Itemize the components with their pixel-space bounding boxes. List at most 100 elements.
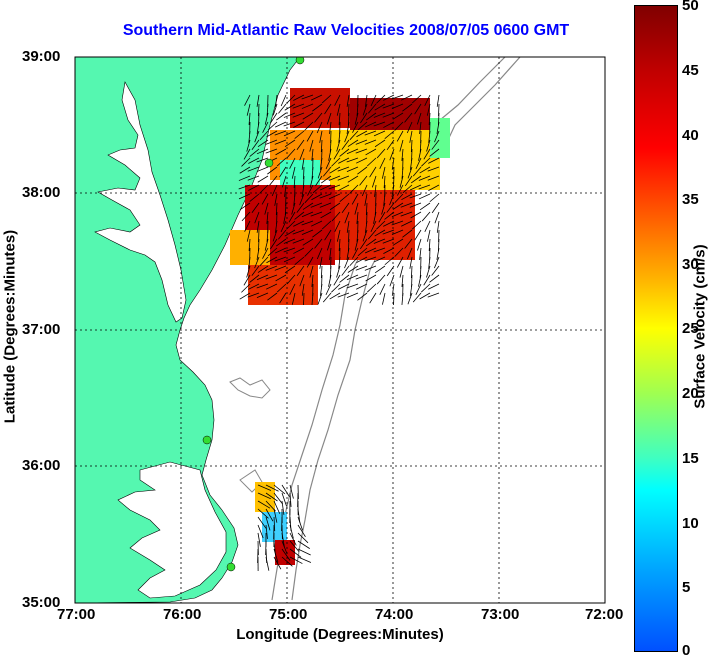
pamlico-sound: [117, 461, 227, 599]
velocity-arrow: [256, 283, 269, 289]
velocity-arrow: [289, 524, 294, 539]
velocity-arrow: [257, 532, 261, 547]
velocity-arrow: [404, 175, 413, 187]
velocity-arrow: [266, 283, 278, 290]
velocity-arrow: [382, 229, 395, 235]
velocity-arrow: [428, 283, 440, 290]
velocity-arrow: [312, 229, 323, 238]
velocity-arrow: [321, 175, 332, 184]
velocity-arrow: [370, 220, 377, 233]
velocity-arrow: [243, 148, 251, 160]
velocity-arrow: [273, 508, 278, 523]
velocity-arrow: [309, 265, 314, 278]
velocity-arrow: [269, 175, 278, 186]
velocity-arrow: [284, 103, 296, 111]
velocity-arrow: [347, 139, 359, 147]
y-tick-label: 39:00: [22, 48, 61, 65]
velocity-arrow: [374, 184, 377, 197]
velocity-arrow: [301, 103, 314, 109]
velocity-arrow: [410, 265, 413, 279]
velocity-arrow: [359, 238, 368, 250]
velocity-arrow: [406, 121, 413, 134]
velocity-arrow: [386, 202, 395, 213]
velocity-arrow: [421, 157, 431, 167]
velocity-arrow: [397, 184, 404, 196]
velocity-arrow: [317, 292, 323, 305]
velocity-arrow: [364, 265, 377, 271]
velocity-arrow: [292, 229, 305, 235]
velocity-arrow: [289, 540, 300, 552]
velocity-arrow: [322, 292, 332, 303]
velocity-arrow: [333, 274, 341, 286]
velocity-arrow: [400, 211, 413, 217]
velocity-arrow: [274, 121, 287, 128]
velocity-arrow: [404, 238, 413, 249]
velocity-arrow: [247, 166, 260, 172]
velocity-arrow: [304, 193, 314, 204]
velocity-arrow: [338, 130, 341, 143]
velocity-arrow: [283, 121, 296, 127]
bathymetry-contour: [229, 377, 271, 399]
velocity-arrow: [428, 130, 431, 143]
velocity-arrow: [394, 193, 404, 204]
velocity-arrow: [337, 175, 350, 181]
velocity-arrow: [316, 121, 323, 134]
velocity-arrow: [317, 166, 323, 179]
velocity-arrow: [378, 211, 386, 223]
velocity-arrow: [419, 202, 431, 211]
velocity-arrow: [270, 238, 278, 250]
x-tick-label: 73:00: [481, 606, 520, 623]
colorbar-tick: 45: [682, 62, 699, 79]
velocity-arrow: [247, 292, 260, 298]
y-tick-label: 37:00: [22, 321, 61, 338]
velocity-arrow: [401, 292, 404, 305]
velocity-arrow: [251, 139, 260, 150]
velocity-arrow: [428, 184, 440, 191]
velocity-arrow: [373, 211, 377, 224]
velocity-arrow: [356, 229, 359, 242]
velocity-arrow: [264, 238, 269, 251]
velocity-arrow: [323, 166, 332, 177]
velocity-arrow: [352, 247, 359, 259]
velocity-arrow: [357, 166, 368, 175]
velocity-arrow: [274, 265, 287, 271]
velocity-arrow: [248, 256, 251, 269]
colorbar-tick: 0: [682, 642, 691, 659]
velocity-arrow: [306, 130, 314, 142]
velocity-arrow: [373, 121, 386, 127]
velocity-arrow: [297, 516, 303, 531]
velocity-arrow: [259, 130, 269, 141]
velocity-arrow: [394, 247, 404, 257]
velocity-arrow: [409, 283, 413, 296]
velocity-arrow: [417, 238, 422, 251]
velocity-arrow: [373, 238, 386, 244]
velocity-arrow: [311, 193, 323, 201]
velocity-arrow: [248, 283, 260, 290]
velocity-arrow: [301, 229, 314, 235]
velocity-arrow: [389, 274, 395, 287]
velocity-arrow: [328, 175, 341, 181]
velocity-arrow: [265, 139, 278, 145]
velocity-arrow: [310, 211, 323, 217]
velocity-arrow: [265, 556, 270, 571]
velocity-arrow: [389, 193, 395, 206]
velocity-arrow: [257, 508, 269, 519]
velocity-arrow: [351, 193, 359, 205]
velocity-arrow: [347, 175, 359, 183]
velocity-arrow: [418, 175, 431, 181]
velocity-arrow: [293, 247, 305, 254]
velocity-arrow: [365, 274, 377, 282]
velocity-arrow: [436, 247, 440, 260]
velocity-arrow: [411, 94, 422, 104]
velocity-arrow: [256, 247, 260, 260]
velocity-arrow: [266, 256, 278, 264]
velocity-arrow: [248, 184, 260, 191]
velocity-arrow: [256, 166, 269, 172]
velocity-arrow: [281, 540, 288, 555]
velocity-arrow: [266, 103, 269, 116]
velocity-arrow: [309, 175, 314, 188]
velocity-arrow: [329, 247, 332, 260]
velocity-arrow: [320, 157, 323, 170]
velocity-arrow: [382, 238, 395, 244]
velocity-arrow: [412, 292, 422, 303]
